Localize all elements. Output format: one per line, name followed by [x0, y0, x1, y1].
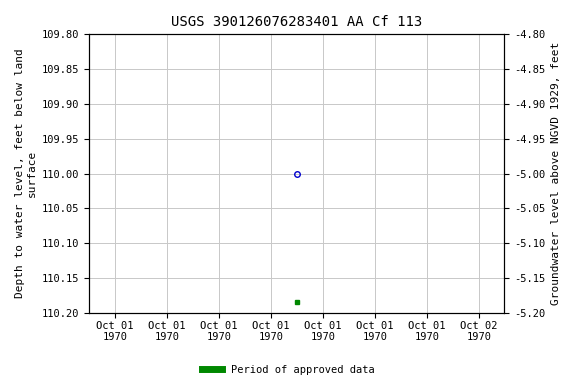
Legend: Period of approved data: Period of approved data: [198, 361, 378, 379]
Y-axis label: Depth to water level, feet below land
surface: Depth to water level, feet below land su…: [15, 49, 37, 298]
Title: USGS 390126076283401 AA Cf 113: USGS 390126076283401 AA Cf 113: [171, 15, 423, 29]
Y-axis label: Groundwater level above NGVD 1929, feet: Groundwater level above NGVD 1929, feet: [551, 42, 561, 305]
